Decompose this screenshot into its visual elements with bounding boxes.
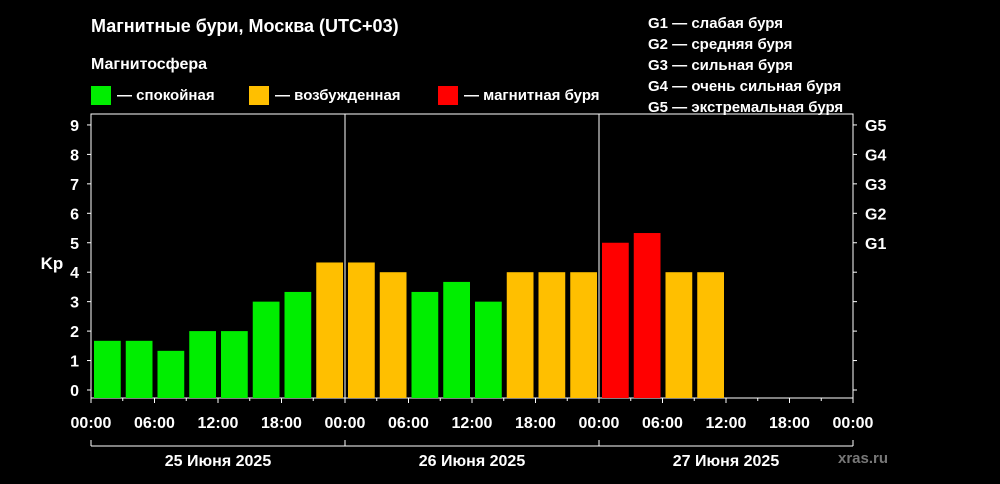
- kp-bar: [570, 272, 597, 398]
- kp-bar: [221, 331, 248, 398]
- legend-swatch-calm: [91, 86, 111, 105]
- kp-bar: [697, 272, 724, 398]
- y-tick-label: 1: [70, 354, 79, 371]
- kp-bar: [538, 272, 566, 398]
- x-tick-label: 06:00: [642, 415, 683, 432]
- y-tick-label: 9: [70, 118, 79, 135]
- kp-bar: [475, 301, 502, 398]
- legend-item-calm: — спокойная: [91, 86, 215, 105]
- g-tick-label: G1: [865, 236, 886, 253]
- kp-bar: [602, 242, 629, 398]
- x-tick-label: 12:00: [452, 415, 493, 432]
- kp-bar: [379, 272, 407, 398]
- g-tick-label: G2: [865, 206, 886, 223]
- x-tick-label: 18:00: [261, 415, 302, 432]
- x-tick-label: 00:00: [833, 415, 874, 432]
- g-tick-label: G5: [865, 118, 886, 135]
- legend-label-excited: — возбужденная: [275, 87, 401, 104]
- kp-bar: [189, 331, 216, 398]
- x-tick-label: 18:00: [515, 415, 556, 432]
- x-tick-label: 00:00: [71, 415, 112, 432]
- kp-bar: [411, 291, 439, 398]
- day-label: 27 Июня 2025: [673, 453, 780, 470]
- watermark: xras.ru: [838, 450, 889, 467]
- kp-bar: [633, 233, 661, 398]
- g-tick-label: G4: [865, 147, 886, 164]
- y-axis-label: Kp: [41, 254, 64, 273]
- chart-subtitle: Магнитосфера: [91, 56, 208, 73]
- kp-bar: [94, 340, 121, 398]
- x-tick-label: 06:00: [388, 415, 429, 432]
- x-tick-label: 00:00: [579, 415, 620, 432]
- g-legend-g5: G5 — экстремальная буря: [648, 99, 844, 116]
- kp-bar: [316, 262, 343, 398]
- x-tick-label: 18:00: [769, 415, 810, 432]
- y-tick-label: 3: [70, 295, 79, 312]
- x-tick-label: 12:00: [706, 415, 747, 432]
- kp-bar: [665, 272, 693, 398]
- kp-bar: [443, 281, 470, 398]
- y-tick-label: 6: [70, 206, 79, 223]
- g-legend-g2: G2 — средняя буря: [648, 36, 793, 53]
- kp-bar: [157, 350, 185, 398]
- y-tick-label: 8: [70, 147, 79, 164]
- kp-bar: [125, 340, 153, 398]
- y-tick-label: 2: [70, 324, 79, 341]
- g-legend-g1: G1 — слабая буря: [648, 15, 784, 32]
- kp-bar: [506, 272, 534, 398]
- x-tick-label: 06:00: [134, 415, 175, 432]
- x-tick-label: 00:00: [325, 415, 366, 432]
- y-tick-label: 0: [70, 383, 79, 400]
- legend-swatch-excited: [249, 86, 269, 105]
- kp-bar: [252, 301, 280, 398]
- g-scale-legend: G1 — слабая буря G2 — средняя буря G3 — …: [648, 13, 843, 118]
- y-tick-label: 4: [70, 265, 79, 282]
- g-legend-g3: G3 — сильная буря: [648, 57, 793, 74]
- g-legend-g4: G4 — очень сильная буря: [648, 78, 842, 95]
- kp-bar: [284, 291, 312, 398]
- chart-title: Магнитные бури, Москва (UTC+03): [91, 16, 399, 36]
- kp-bar: [348, 262, 375, 398]
- y-tick-label: 7: [70, 177, 79, 194]
- legend-item-storm: — магнитная буря: [438, 86, 600, 105]
- day-label: 26 Июня 2025: [419, 453, 526, 470]
- legend-item-excited: — возбужденная: [249, 86, 401, 105]
- legend-label-calm: — спокойная: [117, 87, 215, 104]
- legend-swatch-storm: [438, 86, 458, 105]
- x-tick-label: 12:00: [198, 415, 239, 432]
- g-tick-label: G3: [865, 177, 886, 194]
- day-label: 25 Июня 2025: [165, 453, 272, 470]
- y-tick-label: 5: [70, 236, 79, 253]
- legend-label-storm: — магнитная буря: [464, 87, 600, 104]
